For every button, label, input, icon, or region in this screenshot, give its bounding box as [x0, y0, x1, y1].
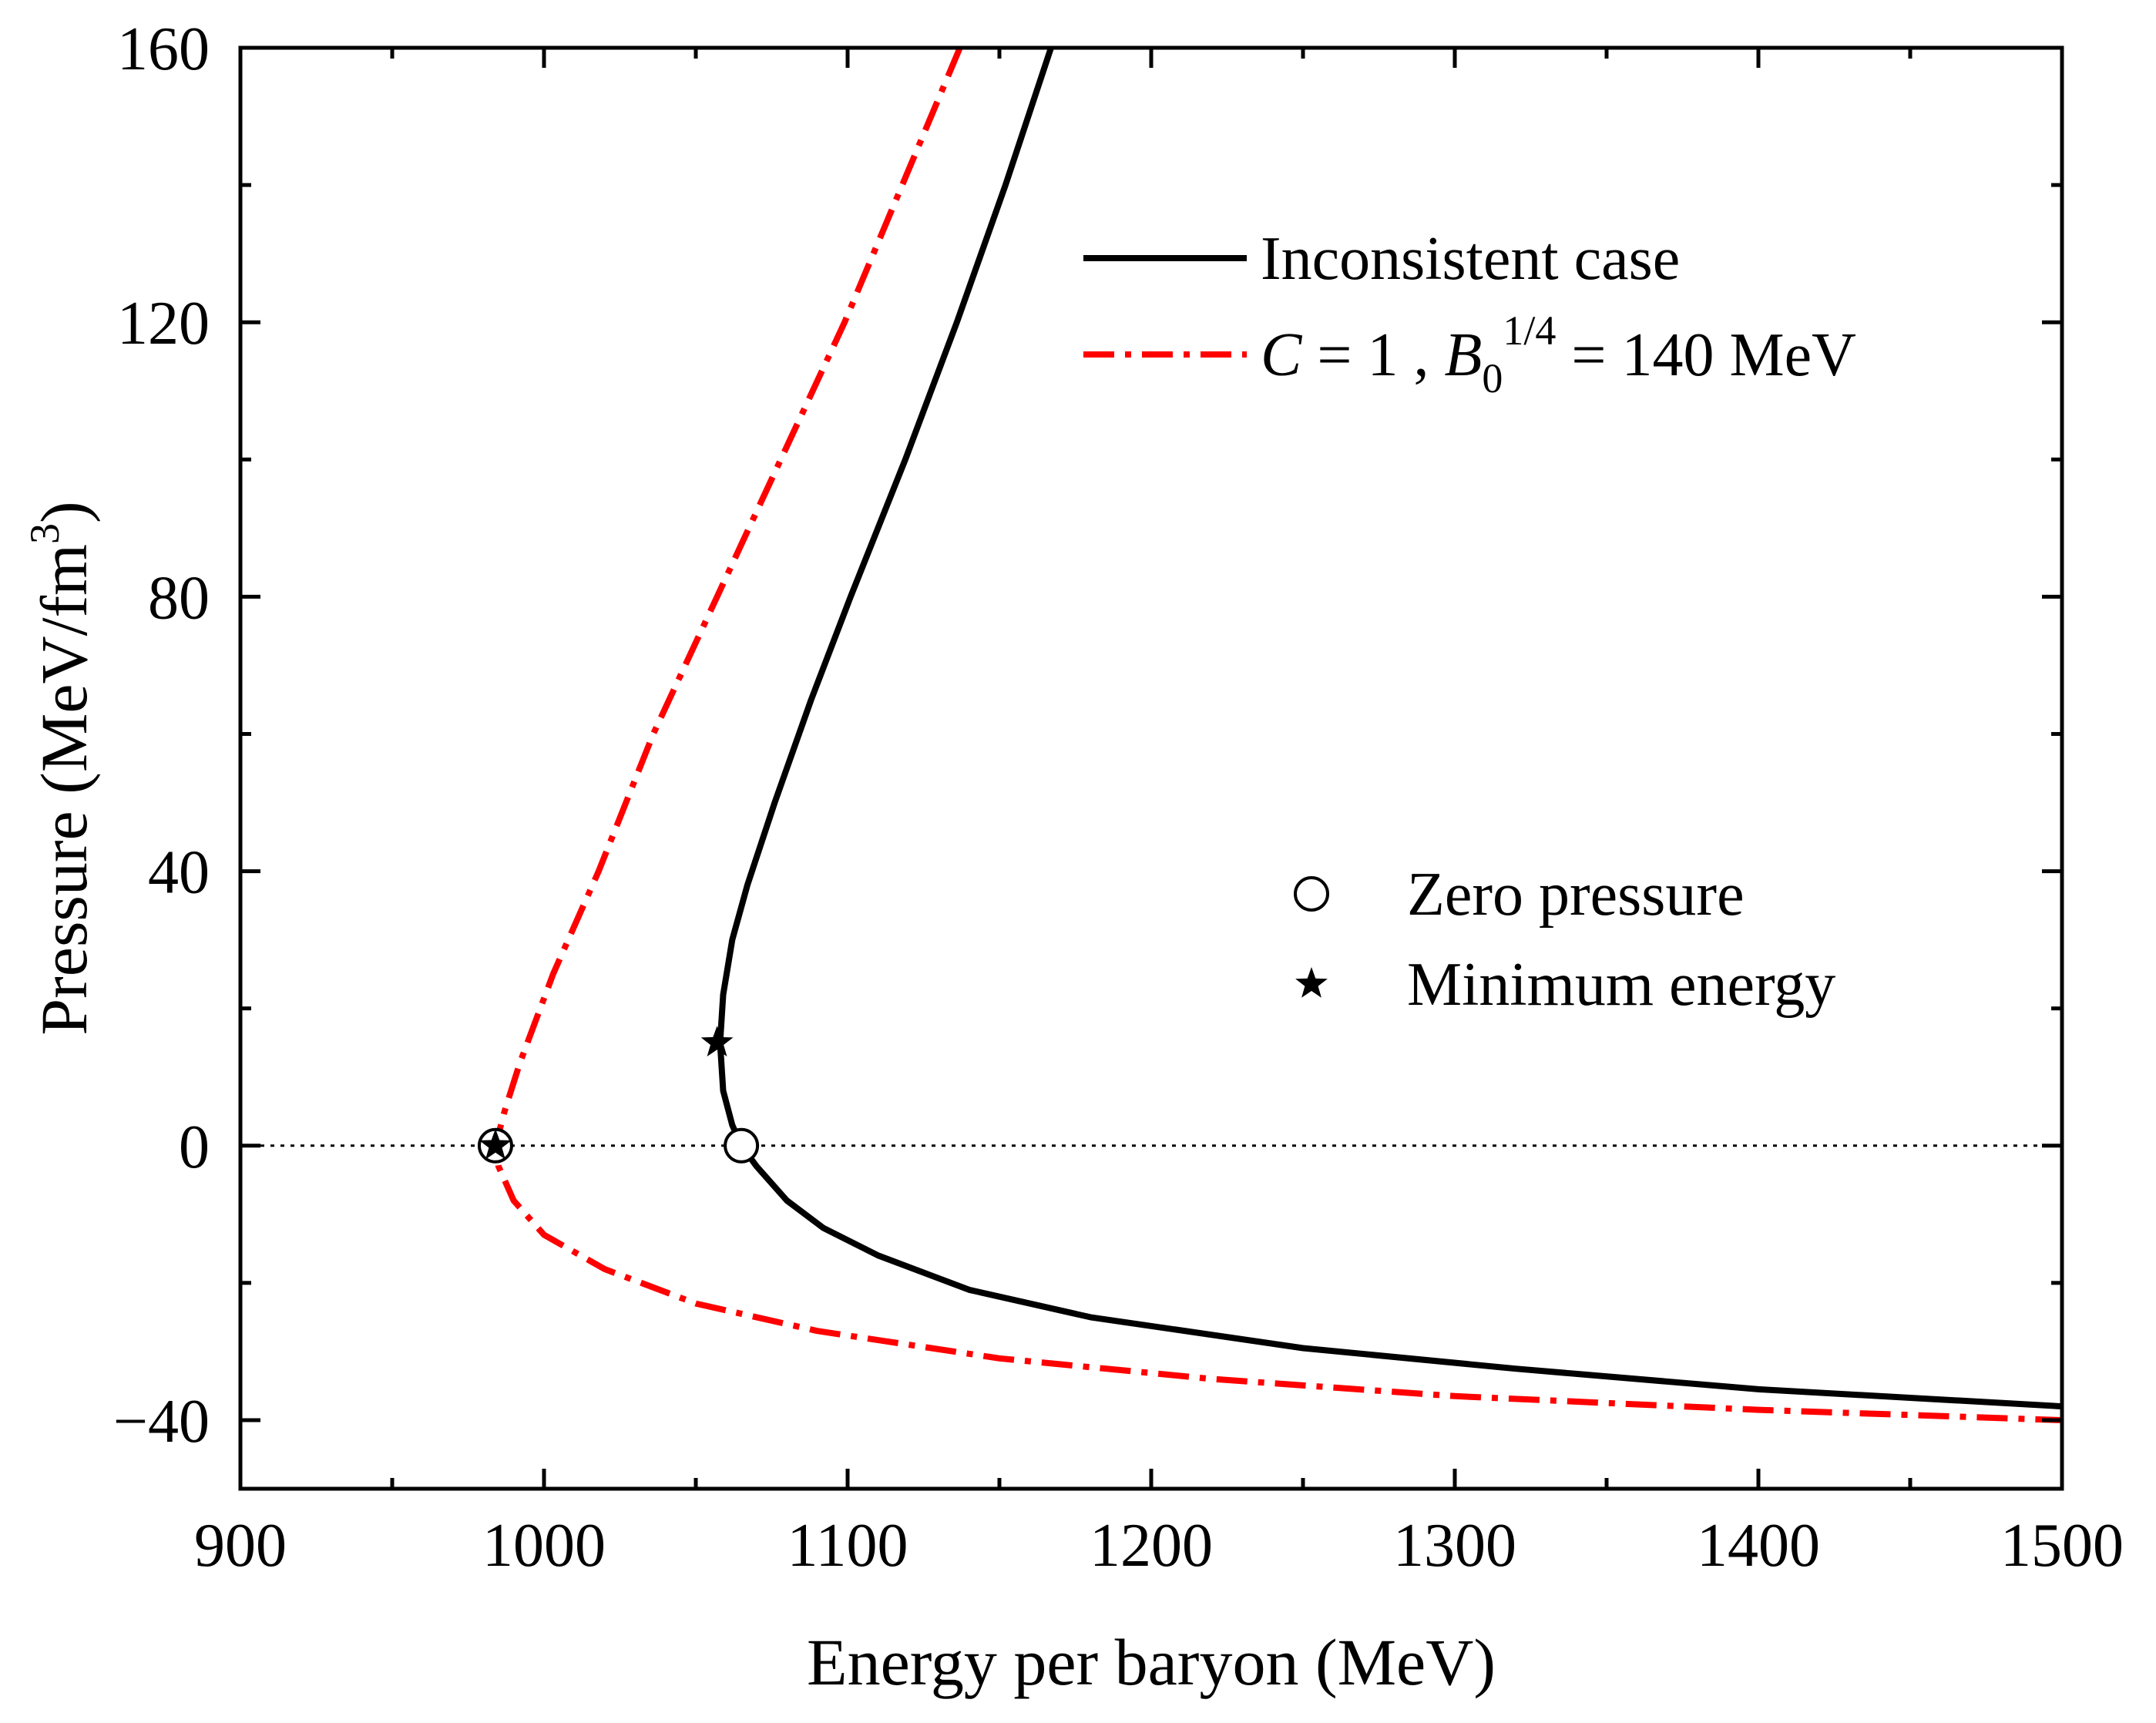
y-axis-title: Pressure (MeV/fm3)	[22, 501, 101, 1035]
x-tick-label: 1000	[482, 1512, 606, 1580]
legend-label-zero-pressure: Zero pressure	[1407, 861, 1745, 929]
x-axis-title: Energy per baryon (MeV)	[807, 1625, 1496, 1699]
y-tick-label: 40	[148, 839, 210, 907]
x-tick-label: 1100	[787, 1512, 908, 1580]
x-tick-label: 1500	[2000, 1512, 2124, 1580]
tick-label-layer: 900 1000 1100 1200 1300 1400 1500 −40 0 40 80 120 16…	[113, 15, 2124, 1580]
y-tick-label: 80	[148, 564, 210, 632]
plot-frame	[238, 45, 2064, 1491]
legend: Inconsistent case C = 1 , B01/4 = 140 Me…	[1083, 225, 1856, 1019]
y-tick-label: 0	[179, 1113, 210, 1181]
x-tick-label: 900	[194, 1512, 287, 1580]
y-tick-label: 120	[117, 290, 210, 358]
x-tick-label: 1200	[1090, 1512, 1213, 1580]
minimum-energy-marker	[479, 1128, 512, 1160]
series-line-c1	[492, 46, 2063, 1423]
minimum-energy-marker	[700, 1026, 734, 1056]
y-tick-label: 160	[117, 15, 210, 83]
x-tick-label: 1400	[1697, 1512, 1820, 1580]
x-tick-label: 1300	[1393, 1512, 1516, 1580]
series-layer	[492, 46, 2063, 1423]
y-tick-label: −40	[113, 1388, 210, 1456]
marker-layer	[477, 1026, 760, 1164]
legend-symbol-zero-pressure	[1294, 876, 1329, 912]
legend-label-c1: C = 1 , B01/4 = 140 MeV	[1261, 307, 1856, 401]
legend-symbol-minimum-energy	[1295, 967, 1328, 998]
legend-label-minimum-energy: Minimum energy	[1407, 951, 1835, 1019]
series-line-inconsistent	[717, 46, 2063, 1410]
tick-layer	[238, 45, 2064, 1489]
zero-pressure-marker	[724, 1127, 760, 1164]
legend-label-inconsistent: Inconsistent case	[1261, 225, 1680, 293]
